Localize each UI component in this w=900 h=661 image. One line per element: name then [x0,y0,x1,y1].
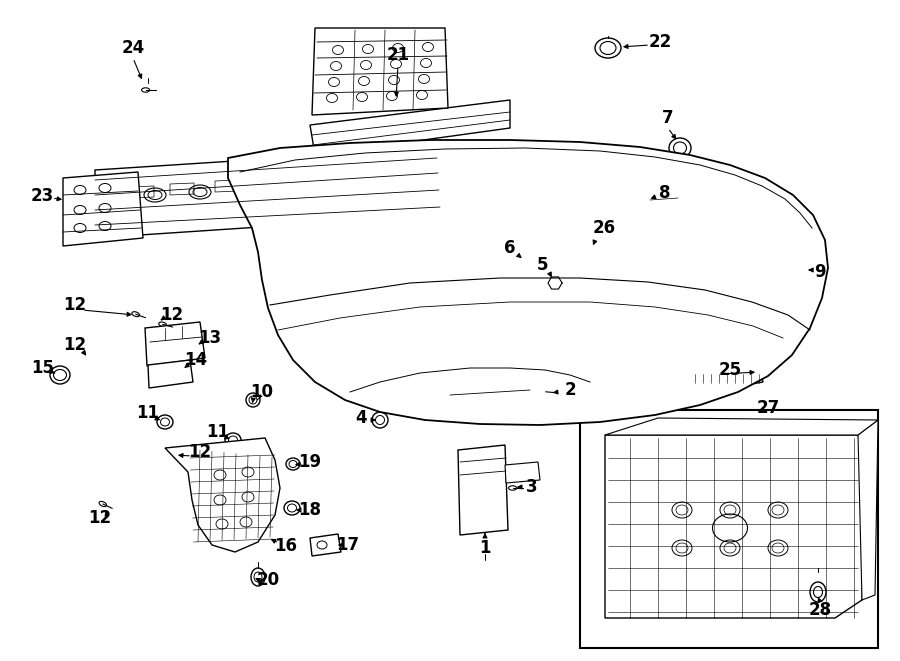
Polygon shape [148,360,193,388]
Text: 19: 19 [299,453,321,471]
Polygon shape [310,534,341,556]
Polygon shape [145,322,205,366]
Text: 18: 18 [299,501,321,519]
Text: 6: 6 [504,239,516,257]
Text: 16: 16 [274,537,298,555]
Text: 25: 25 [718,361,742,379]
Polygon shape [590,237,617,256]
Polygon shape [95,148,440,238]
Text: 20: 20 [256,571,280,589]
Text: 4: 4 [356,409,367,427]
Polygon shape [165,438,280,552]
Text: 14: 14 [184,351,208,369]
Polygon shape [63,172,143,246]
Text: 8: 8 [659,184,670,202]
Polygon shape [310,100,510,155]
Text: 21: 21 [386,46,410,64]
Text: 27: 27 [756,399,779,417]
Text: 12: 12 [63,296,86,314]
Text: 26: 26 [592,219,616,237]
Text: 9: 9 [814,263,826,281]
Polygon shape [458,445,508,535]
Polygon shape [645,189,683,210]
Text: 23: 23 [31,187,54,205]
Text: 7: 7 [662,109,674,127]
Polygon shape [605,418,878,435]
Polygon shape [858,420,878,600]
Text: 17: 17 [337,536,360,554]
Polygon shape [228,140,828,425]
Text: 12: 12 [160,306,184,324]
Text: 11: 11 [206,423,230,441]
Text: 3: 3 [526,478,538,496]
Text: 12: 12 [63,336,86,354]
Text: 15: 15 [32,359,55,377]
Polygon shape [580,410,878,648]
Text: 10: 10 [250,383,274,401]
Text: 12: 12 [188,443,212,461]
Polygon shape [688,362,763,395]
Text: 1: 1 [479,539,490,557]
Text: 5: 5 [537,256,549,274]
Text: 13: 13 [198,329,221,347]
Polygon shape [605,435,865,618]
Text: 11: 11 [137,404,159,422]
Polygon shape [505,462,540,483]
Polygon shape [312,28,448,115]
Text: 2: 2 [564,381,576,399]
Text: 22: 22 [648,33,671,51]
Text: 12: 12 [88,509,112,527]
Text: 28: 28 [808,601,832,619]
Text: 24: 24 [122,39,145,57]
